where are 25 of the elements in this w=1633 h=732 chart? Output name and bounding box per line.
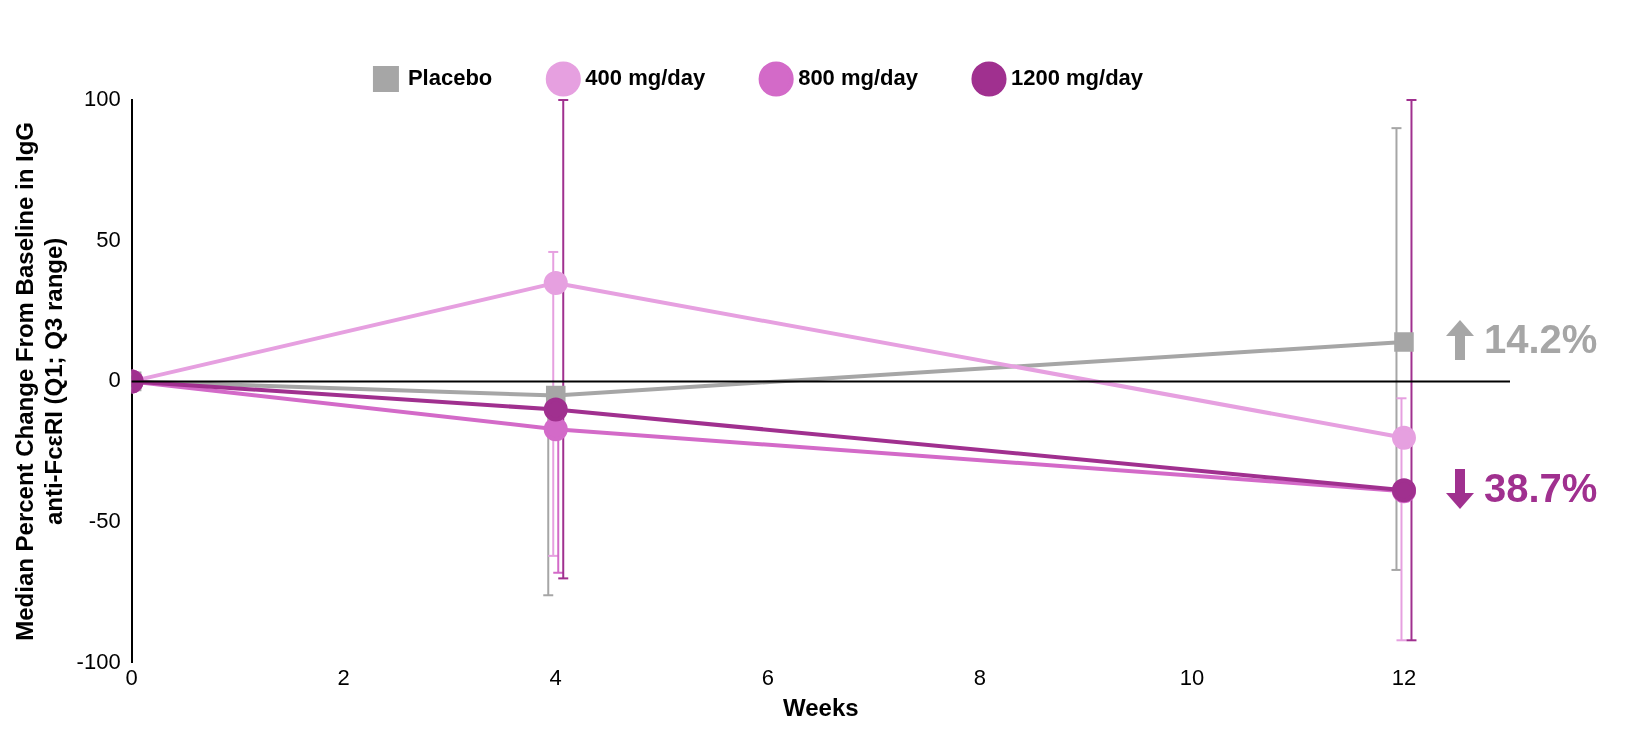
- point: [1391, 425, 1416, 450]
- y-tick-label: 100: [83, 86, 121, 112]
- point: [543, 417, 568, 442]
- annotation: 14.2%: [1483, 317, 1598, 363]
- y-axis-title: Median Percent Change From Baseline in IgG anti-FcεRI (Q1; Q3 range): [11, 122, 67, 641]
- x-tick-label: 10: [1179, 665, 1205, 691]
- annotation: 38.7%: [1483, 466, 1598, 512]
- x-tick-label: 4: [549, 665, 562, 691]
- legend-label: 1200 mg/day: [1010, 65, 1144, 91]
- x-tick-label: 2: [337, 665, 350, 691]
- x-tick-label: 8: [973, 665, 986, 691]
- y-tick-label: 50: [96, 226, 121, 252]
- y-tick-label: -50: [88, 508, 121, 534]
- point: [543, 270, 568, 295]
- point: [543, 397, 568, 422]
- legend-label: 400 mg/day: [585, 65, 706, 91]
- y-tick-label: 0: [108, 367, 121, 393]
- legend-label: Placebo: [407, 65, 493, 91]
- y-tick-label: -100: [76, 648, 121, 674]
- x-tick-label: 0: [125, 665, 138, 691]
- point: [1394, 332, 1414, 352]
- x-tick-label: 6: [761, 665, 774, 691]
- x-axis-title: Weeks: [783, 694, 859, 722]
- legend-label: 800 mg/day: [798, 65, 919, 91]
- x-tick-label: 12: [1391, 665, 1417, 691]
